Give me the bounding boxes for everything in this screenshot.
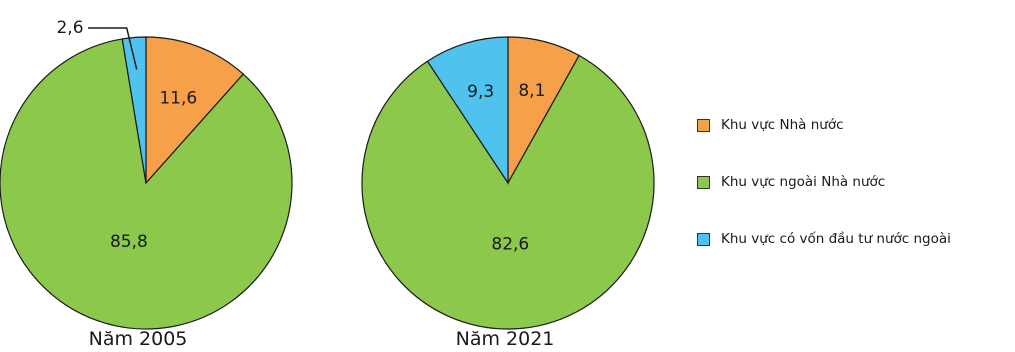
leader-line-foreign-2005 bbox=[88, 27, 138, 70]
pie-slice-non-state bbox=[361, 54, 655, 330]
legend: Khu vực Nhà nước Khu vực ngoài Nhà nước … bbox=[697, 115, 951, 286]
pie-2005: 11,6 85,8 2,6 bbox=[0, 18, 293, 330]
pie-slice-foreign bbox=[121, 36, 147, 184]
pie-label-state: 8,1 bbox=[518, 81, 545, 101]
pie-slice-state bbox=[145, 36, 245, 185]
pie-slice-non-state bbox=[0, 38, 293, 330]
legend-swatch-state bbox=[697, 118, 710, 132]
legend-item-non-state: Khu vực ngoài Nhà nước bbox=[697, 172, 951, 192]
pie-label-foreign: 9,3 bbox=[467, 82, 494, 102]
legend-label-state: Khu vực Nhà nước bbox=[721, 117, 844, 133]
pie-label-foreign: 2,6 bbox=[56, 18, 83, 38]
pie-2021: 8,1 82,6 9,3 bbox=[361, 36, 655, 330]
pie-caption-2005: Năm 2005 bbox=[89, 328, 188, 350]
pie-slice-foreign bbox=[426, 36, 509, 185]
pie-caption-2021: Năm 2021 bbox=[456, 328, 555, 350]
legend-label-non-state: Khu vực ngoài Nhà nước bbox=[721, 174, 886, 190]
legend-swatch-non-state bbox=[697, 175, 710, 189]
legend-swatch-foreign bbox=[697, 232, 710, 246]
pie-label-non-state: 82,6 bbox=[491, 234, 529, 254]
pie-label-non-state: 85,8 bbox=[110, 232, 148, 252]
legend-label-foreign: Khu vực có vốn đầu tư nước ngoài bbox=[721, 231, 951, 247]
legend-item-foreign: Khu vực có vốn đầu tư nước ngoài bbox=[697, 229, 951, 249]
legend-item-state: Khu vực Nhà nước bbox=[697, 115, 951, 135]
pie-label-state: 11,6 bbox=[159, 88, 197, 108]
